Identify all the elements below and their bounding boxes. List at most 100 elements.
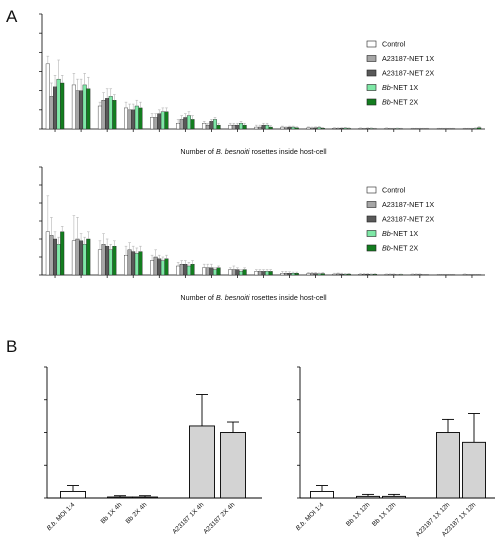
bar [45,63,50,130]
bar [261,124,266,130]
bar [108,249,113,276]
bar [176,265,181,276]
bar [131,109,136,130]
bar [339,273,344,276]
bar [132,496,158,499]
panel-a-label: A [6,7,18,26]
bar [280,273,285,276]
bar [79,90,84,130]
bar [462,274,467,276]
bar [332,128,337,130]
bar [189,425,215,499]
bar [332,273,337,276]
bar [310,491,334,499]
bar [313,273,318,276]
bar [105,245,110,276]
bar [105,98,110,130]
bar [306,273,311,276]
bar [317,127,322,130]
bar [384,274,389,276]
bar [306,127,311,130]
bar [317,273,322,276]
bar [294,127,299,130]
bar [320,273,325,276]
bar [124,107,129,130]
bar [231,124,236,130]
bar [112,245,117,276]
bar [235,269,240,276]
bar [280,126,285,130]
x-axis-label: Number of B. besnoiti rosettes inside ho… [180,147,327,156]
bar [343,274,348,276]
bar [131,251,136,276]
bar [205,267,210,276]
bar [313,127,318,130]
bar [291,126,296,130]
bar [60,231,65,276]
bar [86,88,91,130]
bar [220,432,246,499]
bar [101,244,106,276]
x-tick-label: B.b. MOI 1:4 [295,501,326,532]
bar [71,84,76,130]
x-tick-label: Bb 1X 12h [345,501,372,528]
bar [310,273,315,276]
bar [382,495,406,499]
bar [212,269,217,276]
bar [107,496,133,499]
bar [417,274,422,276]
bar [254,126,259,130]
bar [384,128,389,130]
bar [339,128,344,130]
bar [186,265,191,276]
bar [153,117,158,130]
legend-swatch [366,230,377,237]
bar [365,274,370,276]
bar [71,240,76,276]
bar [239,271,244,276]
chart-a-12hpi: Number of B. besnoiti rosettes inside ho… [39,166,485,302]
legend-label: A23187-NET 2X [382,215,434,224]
bar [287,126,292,130]
bar [134,253,139,276]
bar [477,127,482,130]
bar [239,123,244,130]
x-tick-label: A23187 1X 4h [171,501,205,535]
bar [257,126,262,130]
bar [235,124,240,130]
bar [216,124,221,130]
bar [127,249,132,276]
bar [205,124,210,130]
bar [202,267,207,276]
bar [209,121,214,130]
legend-label: Bb-NET 1X [382,83,418,92]
bar [164,111,169,130]
bar [157,113,162,130]
bar [336,273,341,276]
x-axis-label: Number of B. besnoiti rosettes inside ho… [180,293,327,302]
bar [97,249,102,276]
bar [108,96,113,130]
bar [186,115,191,130]
bar [372,274,377,276]
bar [346,273,351,276]
bar [242,124,247,130]
bar [176,123,181,130]
bar [231,269,236,276]
bar [190,264,195,276]
bar [60,82,65,130]
bar [56,244,61,276]
bar [242,269,247,276]
bar [138,251,143,276]
bar [138,107,143,130]
bar [287,273,292,276]
bar [160,111,165,130]
legend-swatch [366,84,377,91]
bar [358,128,363,130]
bar [183,264,188,276]
bar [82,84,87,130]
bar [388,274,393,276]
bar [362,274,367,276]
legend-label: Bb-NET 2X [382,98,418,107]
bar [153,256,158,276]
